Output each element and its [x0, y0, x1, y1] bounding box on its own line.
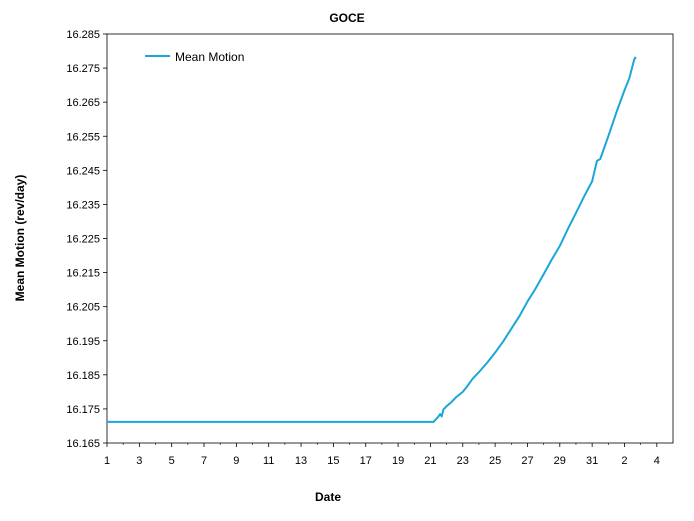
y-tick-label: 16.225 — [66, 234, 100, 246]
x-tick-label: 7 — [201, 455, 207, 467]
y-tick-label: 16.185 — [66, 370, 100, 382]
y-tick-label: 16.235 — [66, 199, 100, 211]
x-tick-label: 2 — [621, 455, 627, 467]
y-axis-label: Mean Motion (rev/day) — [13, 175, 27, 302]
chart-title: GOCE — [329, 11, 364, 25]
x-tick-label: 29 — [554, 455, 566, 467]
series-line-mean-motion — [107, 56, 637, 423]
x-tick-label: 13 — [295, 455, 307, 467]
x-tick-label: 21 — [424, 455, 436, 467]
y-tick-label: 16.195 — [66, 336, 100, 348]
series-layer — [107, 56, 637, 423]
y-tick-label: 16.165 — [66, 438, 100, 450]
x-tick-label: 27 — [521, 455, 533, 467]
y-tick-label: 16.245 — [66, 165, 100, 177]
x-axis-label: Date — [315, 490, 341, 504]
x-tick-label: 23 — [457, 455, 469, 467]
x-axis: 1 3 5 7 9 11 13 15 17 19 21 23 25 27 29 31 2 4 — [104, 443, 660, 467]
x-tick-label: 1 — [104, 455, 110, 467]
x-tick-label: 3 — [136, 455, 142, 467]
y-tick-label: 16.215 — [66, 268, 100, 280]
y-tick-label: 16.255 — [66, 131, 100, 143]
y-tick-label: 16.175 — [66, 404, 100, 416]
legend: Mean Motion — [145, 50, 244, 64]
x-tick-label: 11 — [263, 455, 274, 467]
x-tick-label: 19 — [392, 455, 404, 467]
x-tick-label: 17 — [360, 455, 372, 467]
x-tick-label: 9 — [233, 455, 239, 467]
legend-label: Mean Motion — [175, 50, 244, 64]
x-tick-label: 5 — [169, 455, 175, 467]
x-tick-label: 15 — [327, 455, 339, 467]
y-axis: 16.165 16.175 16.185 16.195 16.205 16.215 16.2… — [66, 29, 107, 450]
y-tick-label: 16.265 — [66, 97, 100, 109]
plot-area — [106, 33, 674, 444]
x-tick-label: 31 — [586, 455, 598, 467]
x-tick-label: 4 — [654, 455, 660, 467]
y-tick-label: 16.275 — [66, 63, 100, 75]
x-tick-label: 25 — [489, 455, 501, 467]
y-tick-label: 16.285 — [66, 29, 100, 41]
y-tick-label: 16.205 — [66, 302, 100, 314]
